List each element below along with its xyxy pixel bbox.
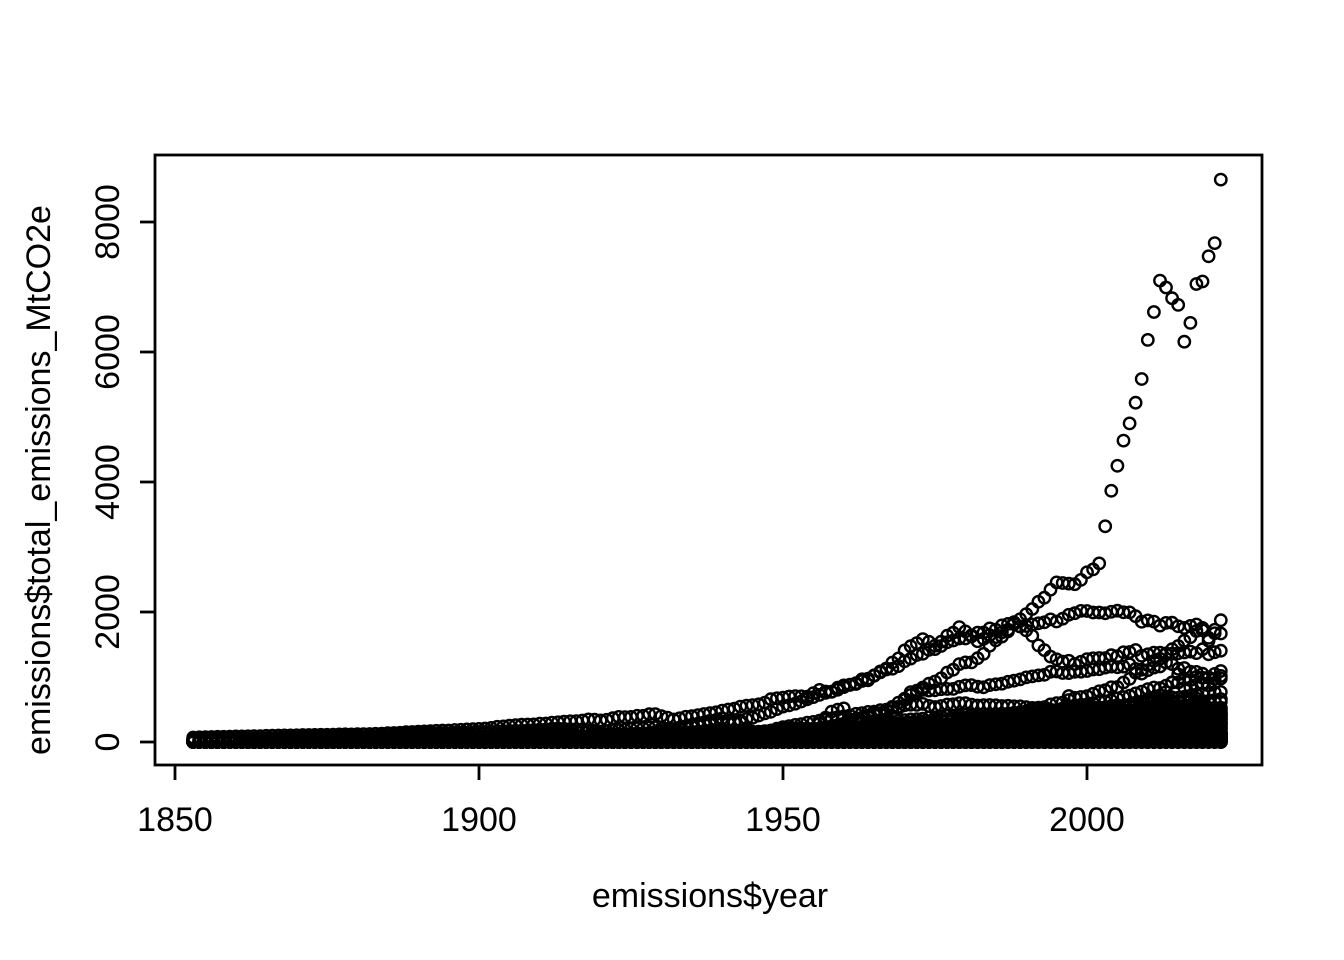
data-points-layer xyxy=(186,172,1228,749)
